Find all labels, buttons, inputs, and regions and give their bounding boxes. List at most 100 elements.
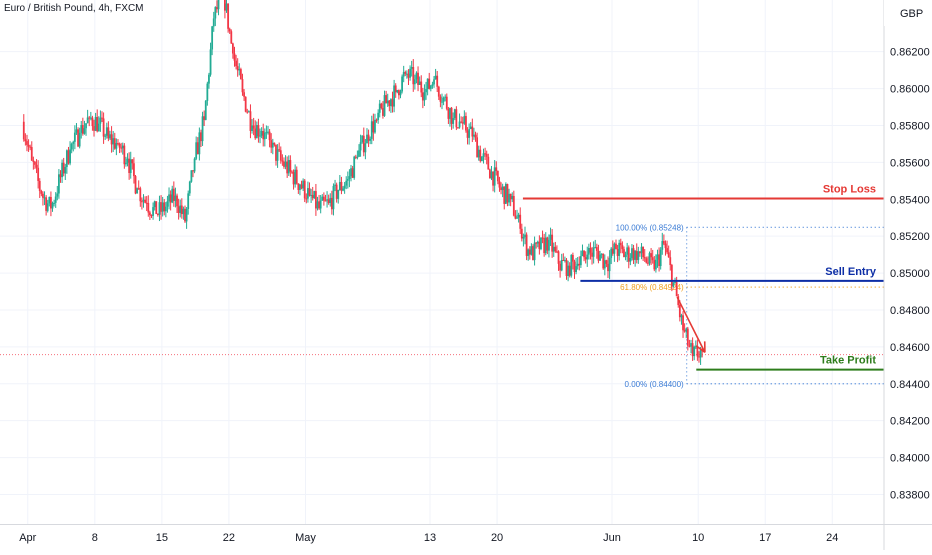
candle-body <box>107 127 109 138</box>
candle-body <box>570 255 572 276</box>
candle-body <box>194 159 196 172</box>
candle-body <box>583 251 585 258</box>
candle-body <box>34 162 36 165</box>
candle-body <box>159 202 161 215</box>
candle-body <box>125 163 127 164</box>
candle-body <box>561 260 563 270</box>
candle-body <box>484 153 486 154</box>
candle-body <box>318 201 320 208</box>
candle-body <box>523 237 525 238</box>
candle-body <box>37 168 39 181</box>
candle-body <box>39 181 41 191</box>
candle-body <box>130 159 132 173</box>
fib-level-label: 0.00% (0.84400) <box>625 380 684 389</box>
currency-label[interactable]: GBP <box>900 8 923 20</box>
candle-body <box>234 54 236 61</box>
candle-body <box>508 194 510 203</box>
candle-body <box>618 243 620 256</box>
candle-body <box>639 251 641 253</box>
candle-body <box>511 196 513 199</box>
candle-body <box>275 145 277 161</box>
candle-body <box>497 171 499 181</box>
candle-body <box>363 136 365 153</box>
candle-body <box>676 282 678 296</box>
candle-body <box>32 161 34 162</box>
candle-body <box>487 157 489 170</box>
candle-body <box>100 118 102 124</box>
candle-body <box>254 129 256 139</box>
price-tick-label: 0.85800 <box>890 120 930 132</box>
candle-body <box>422 92 424 100</box>
candle-body <box>160 202 162 212</box>
candle-body <box>358 150 360 156</box>
candle-body <box>486 154 488 157</box>
candle-body <box>382 108 384 116</box>
candle-body <box>195 142 197 158</box>
candle-body <box>507 184 509 202</box>
candle-body <box>499 181 501 187</box>
candle-body <box>258 125 260 136</box>
candle-body <box>266 132 268 133</box>
candle-body <box>336 185 338 199</box>
candle-body <box>540 238 542 250</box>
candle-body <box>682 315 684 330</box>
candle-body <box>585 257 587 259</box>
candle-body <box>621 245 623 249</box>
candle-body <box>396 90 398 92</box>
candle-body <box>660 250 662 266</box>
candle-body <box>310 195 312 196</box>
candle-body <box>435 76 437 80</box>
candle-body <box>510 194 512 199</box>
candle-body <box>120 148 122 149</box>
candle-body <box>114 138 116 149</box>
candle-body <box>606 260 608 264</box>
candle-body <box>104 136 106 137</box>
candle-body <box>200 132 202 141</box>
candle-body <box>380 104 382 108</box>
candle-body <box>143 200 145 202</box>
candle-body <box>633 248 635 260</box>
candle-body <box>642 247 644 257</box>
candle-body <box>452 118 454 124</box>
candle-body <box>48 197 50 203</box>
candle-body <box>179 205 181 212</box>
candle-body <box>524 235 526 237</box>
candle-body <box>494 167 496 185</box>
candle-body <box>364 143 366 152</box>
candle-body <box>147 203 149 213</box>
candle-body <box>538 242 540 249</box>
candle-body <box>198 132 200 154</box>
price-levels[interactable]: Stop Loss0.85404Sell Entry0.84958Take Pr… <box>523 184 932 379</box>
candle-body <box>685 329 687 332</box>
candle-body <box>417 73 419 85</box>
candle-body <box>251 125 253 130</box>
candle-body <box>270 140 272 147</box>
candle-body <box>64 167 66 173</box>
candle-body <box>226 3 228 10</box>
candle-body <box>331 198 333 209</box>
candle-body <box>52 203 54 209</box>
candle-body <box>361 136 363 143</box>
candle-body <box>428 79 430 89</box>
candle-body <box>492 172 494 186</box>
candle-body <box>181 205 183 214</box>
candle-body <box>404 72 406 74</box>
candle-body <box>591 253 593 257</box>
candle-body <box>42 194 44 198</box>
candle-body <box>516 218 518 219</box>
candle-body <box>186 209 188 221</box>
candle-body <box>350 168 352 176</box>
candle-body <box>227 3 229 28</box>
time-tick-label: 17 <box>759 532 771 544</box>
candle-body <box>293 172 295 184</box>
candle-body <box>237 66 239 70</box>
candle-body <box>155 201 157 214</box>
candle-body <box>135 176 137 193</box>
candle-body <box>527 249 529 255</box>
time-tick-label: Jun <box>603 532 621 544</box>
price-tick-label: 0.86000 <box>890 84 930 96</box>
price-tick-label: 0.84600 <box>890 342 930 354</box>
